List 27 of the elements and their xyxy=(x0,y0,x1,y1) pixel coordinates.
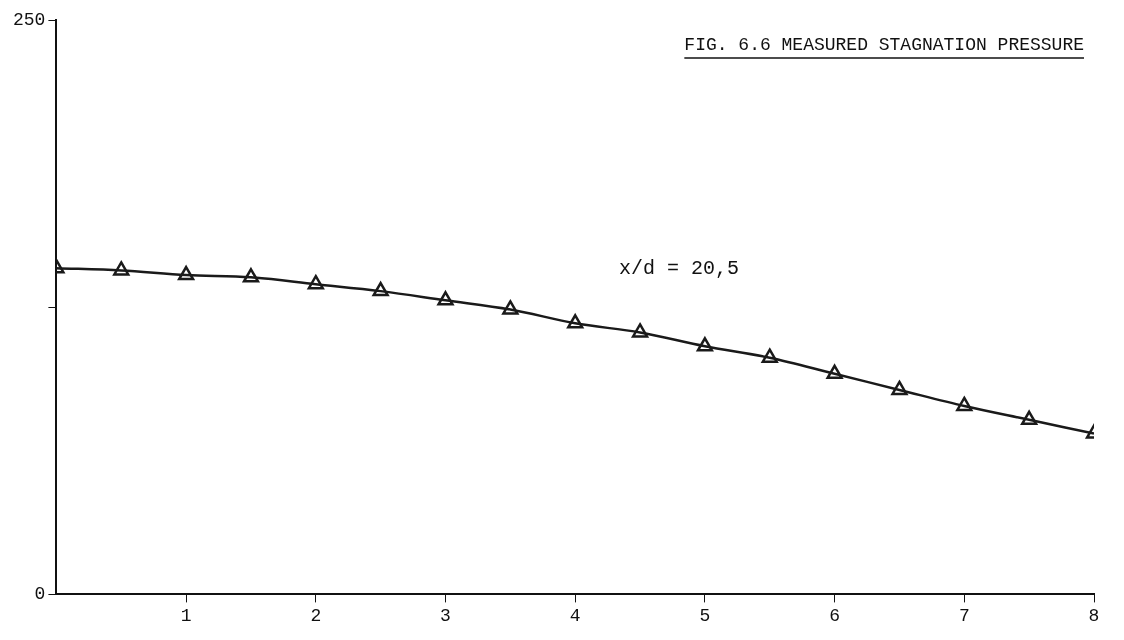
point xyxy=(437,291,454,306)
x-tick-label: 2 xyxy=(310,605,322,626)
point xyxy=(826,364,843,380)
x-tick-label: 1 xyxy=(180,605,192,626)
annotation: x/d = 20,5 xyxy=(618,256,739,280)
x-tick-label: 3 xyxy=(440,605,451,626)
point xyxy=(891,380,908,396)
point xyxy=(242,268,260,283)
x-tick-label: 5 xyxy=(699,605,711,626)
x-tick-label: 4 xyxy=(569,605,581,626)
x-tick-label: 8 xyxy=(1088,605,1100,626)
point xyxy=(567,314,584,329)
x-tick-label: 7 xyxy=(958,605,970,626)
point xyxy=(761,348,778,363)
point xyxy=(696,337,714,352)
point xyxy=(631,323,649,338)
point xyxy=(956,396,973,412)
y-tick-label: 0 xyxy=(34,584,46,605)
point xyxy=(307,274,324,290)
point xyxy=(177,265,195,281)
text: FIG. 6.6 MEASURED STAGNATION PRESSURE xyxy=(684,35,1084,55)
x-tick-label: 6 xyxy=(829,605,841,626)
y-tick-label: 250 xyxy=(13,9,46,30)
point xyxy=(502,300,519,315)
point xyxy=(113,261,130,276)
point xyxy=(372,281,389,297)
point xyxy=(1020,410,1038,426)
